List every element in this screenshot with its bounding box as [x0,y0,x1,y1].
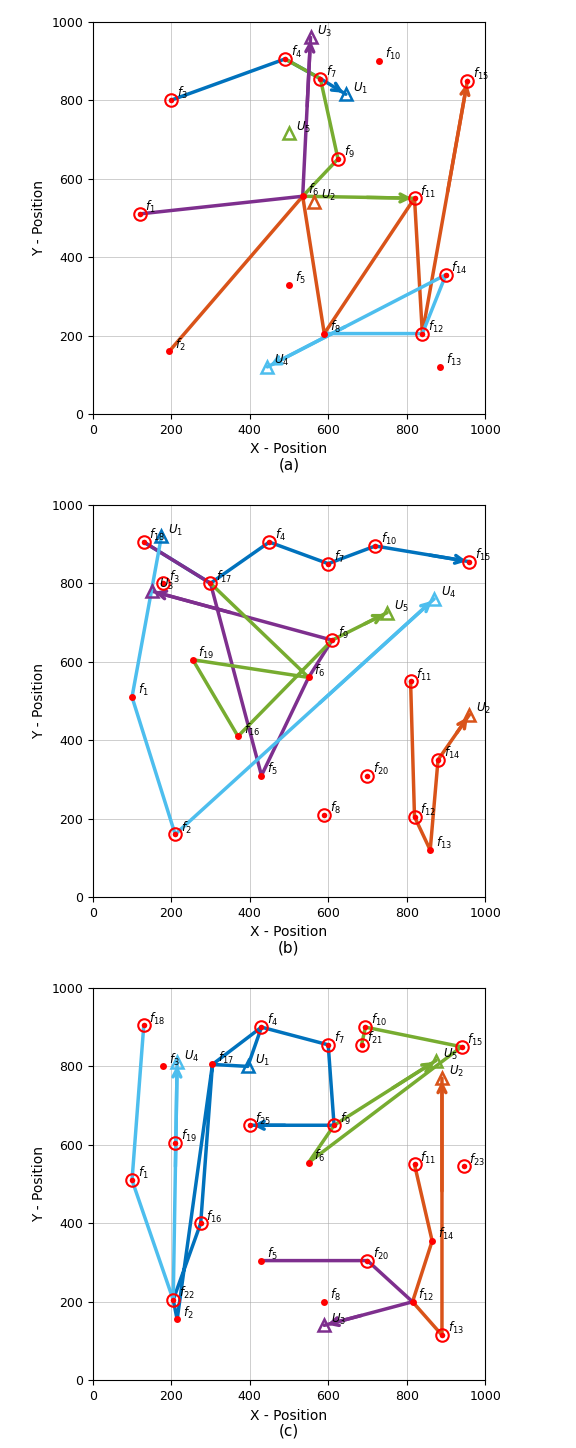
Text: $f_{8}$: $f_{8}$ [330,319,340,334]
Text: $U_{5}$: $U_{5}$ [394,599,409,614]
Text: $f_{8}$: $f_{8}$ [330,799,340,817]
Text: $f_{19}$: $f_{19}$ [198,644,214,662]
Text: $U_{3}$: $U_{3}$ [331,1312,346,1326]
Text: $f_{14}$: $f_{14}$ [444,746,460,762]
Text: $f_{8}$: $f_{8}$ [330,1287,340,1303]
X-axis label: X - Position: X - Position [251,442,328,456]
Text: $f_{7}$: $f_{7}$ [334,549,344,565]
Text: $f_{20}$: $f_{20}$ [373,1245,389,1261]
Text: $f_{6}$: $f_{6}$ [308,181,319,197]
Text: $f_{25}$: $f_{25}$ [255,1111,271,1127]
Text: $f_{1}$: $f_{1}$ [138,1166,148,1182]
Text: $f_{12}$: $f_{12}$ [420,802,436,818]
Text: $f_{5}$: $f_{5}$ [267,1245,278,1261]
Text: $U_{4}$: $U_{4}$ [441,585,456,601]
X-axis label: X - Position: X - Position [251,925,328,940]
Text: $U_{3}$: $U_{3}$ [317,23,332,39]
Text: $f_{6}$: $f_{6}$ [314,663,325,679]
Text: $f_{3}$: $f_{3}$ [169,569,180,585]
Text: $f_{5}$: $f_{5}$ [294,269,305,285]
Text: $f_{23}$: $f_{23}$ [469,1151,485,1167]
Text: $f_{15}$: $f_{15}$ [475,547,491,563]
Text: $f_{1}$: $f_{1}$ [145,200,156,216]
Text: (a): (a) [278,458,300,472]
Text: $f_{13}$: $f_{13}$ [448,1321,464,1337]
Text: $f_{16}$: $f_{16}$ [244,721,260,737]
Y-axis label: Y - Position: Y - Position [32,663,46,738]
Text: (c): (c) [279,1423,299,1438]
Text: $f_{12}$: $f_{12}$ [418,1287,434,1303]
Text: (b): (b) [278,940,300,956]
Text: $f_{2}$: $f_{2}$ [183,1305,194,1321]
Text: $f_{9}$: $f_{9}$ [338,626,348,641]
Text: $f_{2}$: $f_{2}$ [181,820,191,835]
Text: $f_{5}$: $f_{5}$ [267,760,278,776]
Text: $f_{1}$: $f_{1}$ [138,682,148,698]
Text: $f_{17}$: $f_{17}$ [218,1050,234,1066]
Text: $U_{2}$: $U_{2}$ [476,701,491,715]
Text: $f_{6}$: $f_{6}$ [314,1148,325,1164]
Text: $f_{22}$: $f_{22}$ [179,1284,195,1302]
Text: $f_{17}$: $f_{17}$ [216,569,232,585]
Text: $f_{18}$: $f_{18}$ [149,1011,165,1027]
Text: $U_{4}$: $U_{4}$ [274,353,290,368]
Text: $f_{11}$: $f_{11}$ [420,184,436,200]
Text: $f_{3}$: $f_{3}$ [177,85,187,101]
Text: $f_{18}$: $f_{18}$ [149,527,165,543]
Text: $f_{4}$: $f_{4}$ [275,527,286,543]
Text: $f_{19}$: $f_{19}$ [181,1128,197,1144]
Text: $f_{15}$: $f_{15}$ [467,1032,483,1048]
Text: $f_{11}$: $f_{11}$ [416,666,432,682]
Text: $U_{1}$: $U_{1}$ [255,1053,270,1067]
Text: $f_{14}$: $f_{14}$ [438,1226,454,1242]
Text: $f_{16}$: $f_{16}$ [206,1209,222,1225]
Text: $U_{5}$: $U_{5}$ [443,1047,458,1061]
Text: $f_{10}$: $f_{10}$ [371,1012,387,1028]
Text: $f_{15}$: $f_{15}$ [473,65,489,83]
Text: $f_{11}$: $f_{11}$ [420,1150,436,1166]
Text: $f_{10}$: $f_{10}$ [381,531,397,547]
Text: $f_{3}$: $f_{3}$ [169,1051,180,1067]
Text: $U_{2}$: $U_{2}$ [449,1064,464,1080]
Text: $f_{4}$: $f_{4}$ [290,43,301,61]
Text: $U_{5}$: $U_{5}$ [296,120,311,135]
Text: $f_{13}$: $f_{13}$ [436,835,452,851]
Text: $U_{4}$: $U_{4}$ [184,1048,199,1064]
Text: $f_{10}$: $f_{10}$ [385,46,401,62]
Y-axis label: Y - Position: Y - Position [32,1147,46,1222]
Text: $f_{9}$: $f_{9}$ [340,1111,350,1127]
Text: $f_{9}$: $f_{9}$ [343,145,354,161]
Text: $f_{7}$: $f_{7}$ [334,1030,344,1045]
Text: $f_{20}$: $f_{20}$ [373,760,389,776]
Text: $U_{1}$: $U_{1}$ [353,81,368,96]
Text: $U_{3}$: $U_{3}$ [158,578,174,592]
Text: $f_{4}$: $f_{4}$ [267,1012,278,1028]
Text: $f_{7}$: $f_{7}$ [326,64,336,80]
Text: $U_{1}$: $U_{1}$ [168,523,184,537]
Y-axis label: Y - Position: Y - Position [32,180,46,256]
Text: $f_{14}$: $f_{14}$ [452,261,468,277]
Text: $f_{2}$: $f_{2}$ [175,336,185,352]
Text: $f_{12}$: $f_{12}$ [428,319,444,334]
X-axis label: X - Position: X - Position [251,1409,328,1422]
Text: $f_{13}$: $f_{13}$ [446,352,461,368]
Text: $U_{2}$: $U_{2}$ [321,188,336,204]
Text: $f_{21}$: $f_{21}$ [367,1030,383,1045]
